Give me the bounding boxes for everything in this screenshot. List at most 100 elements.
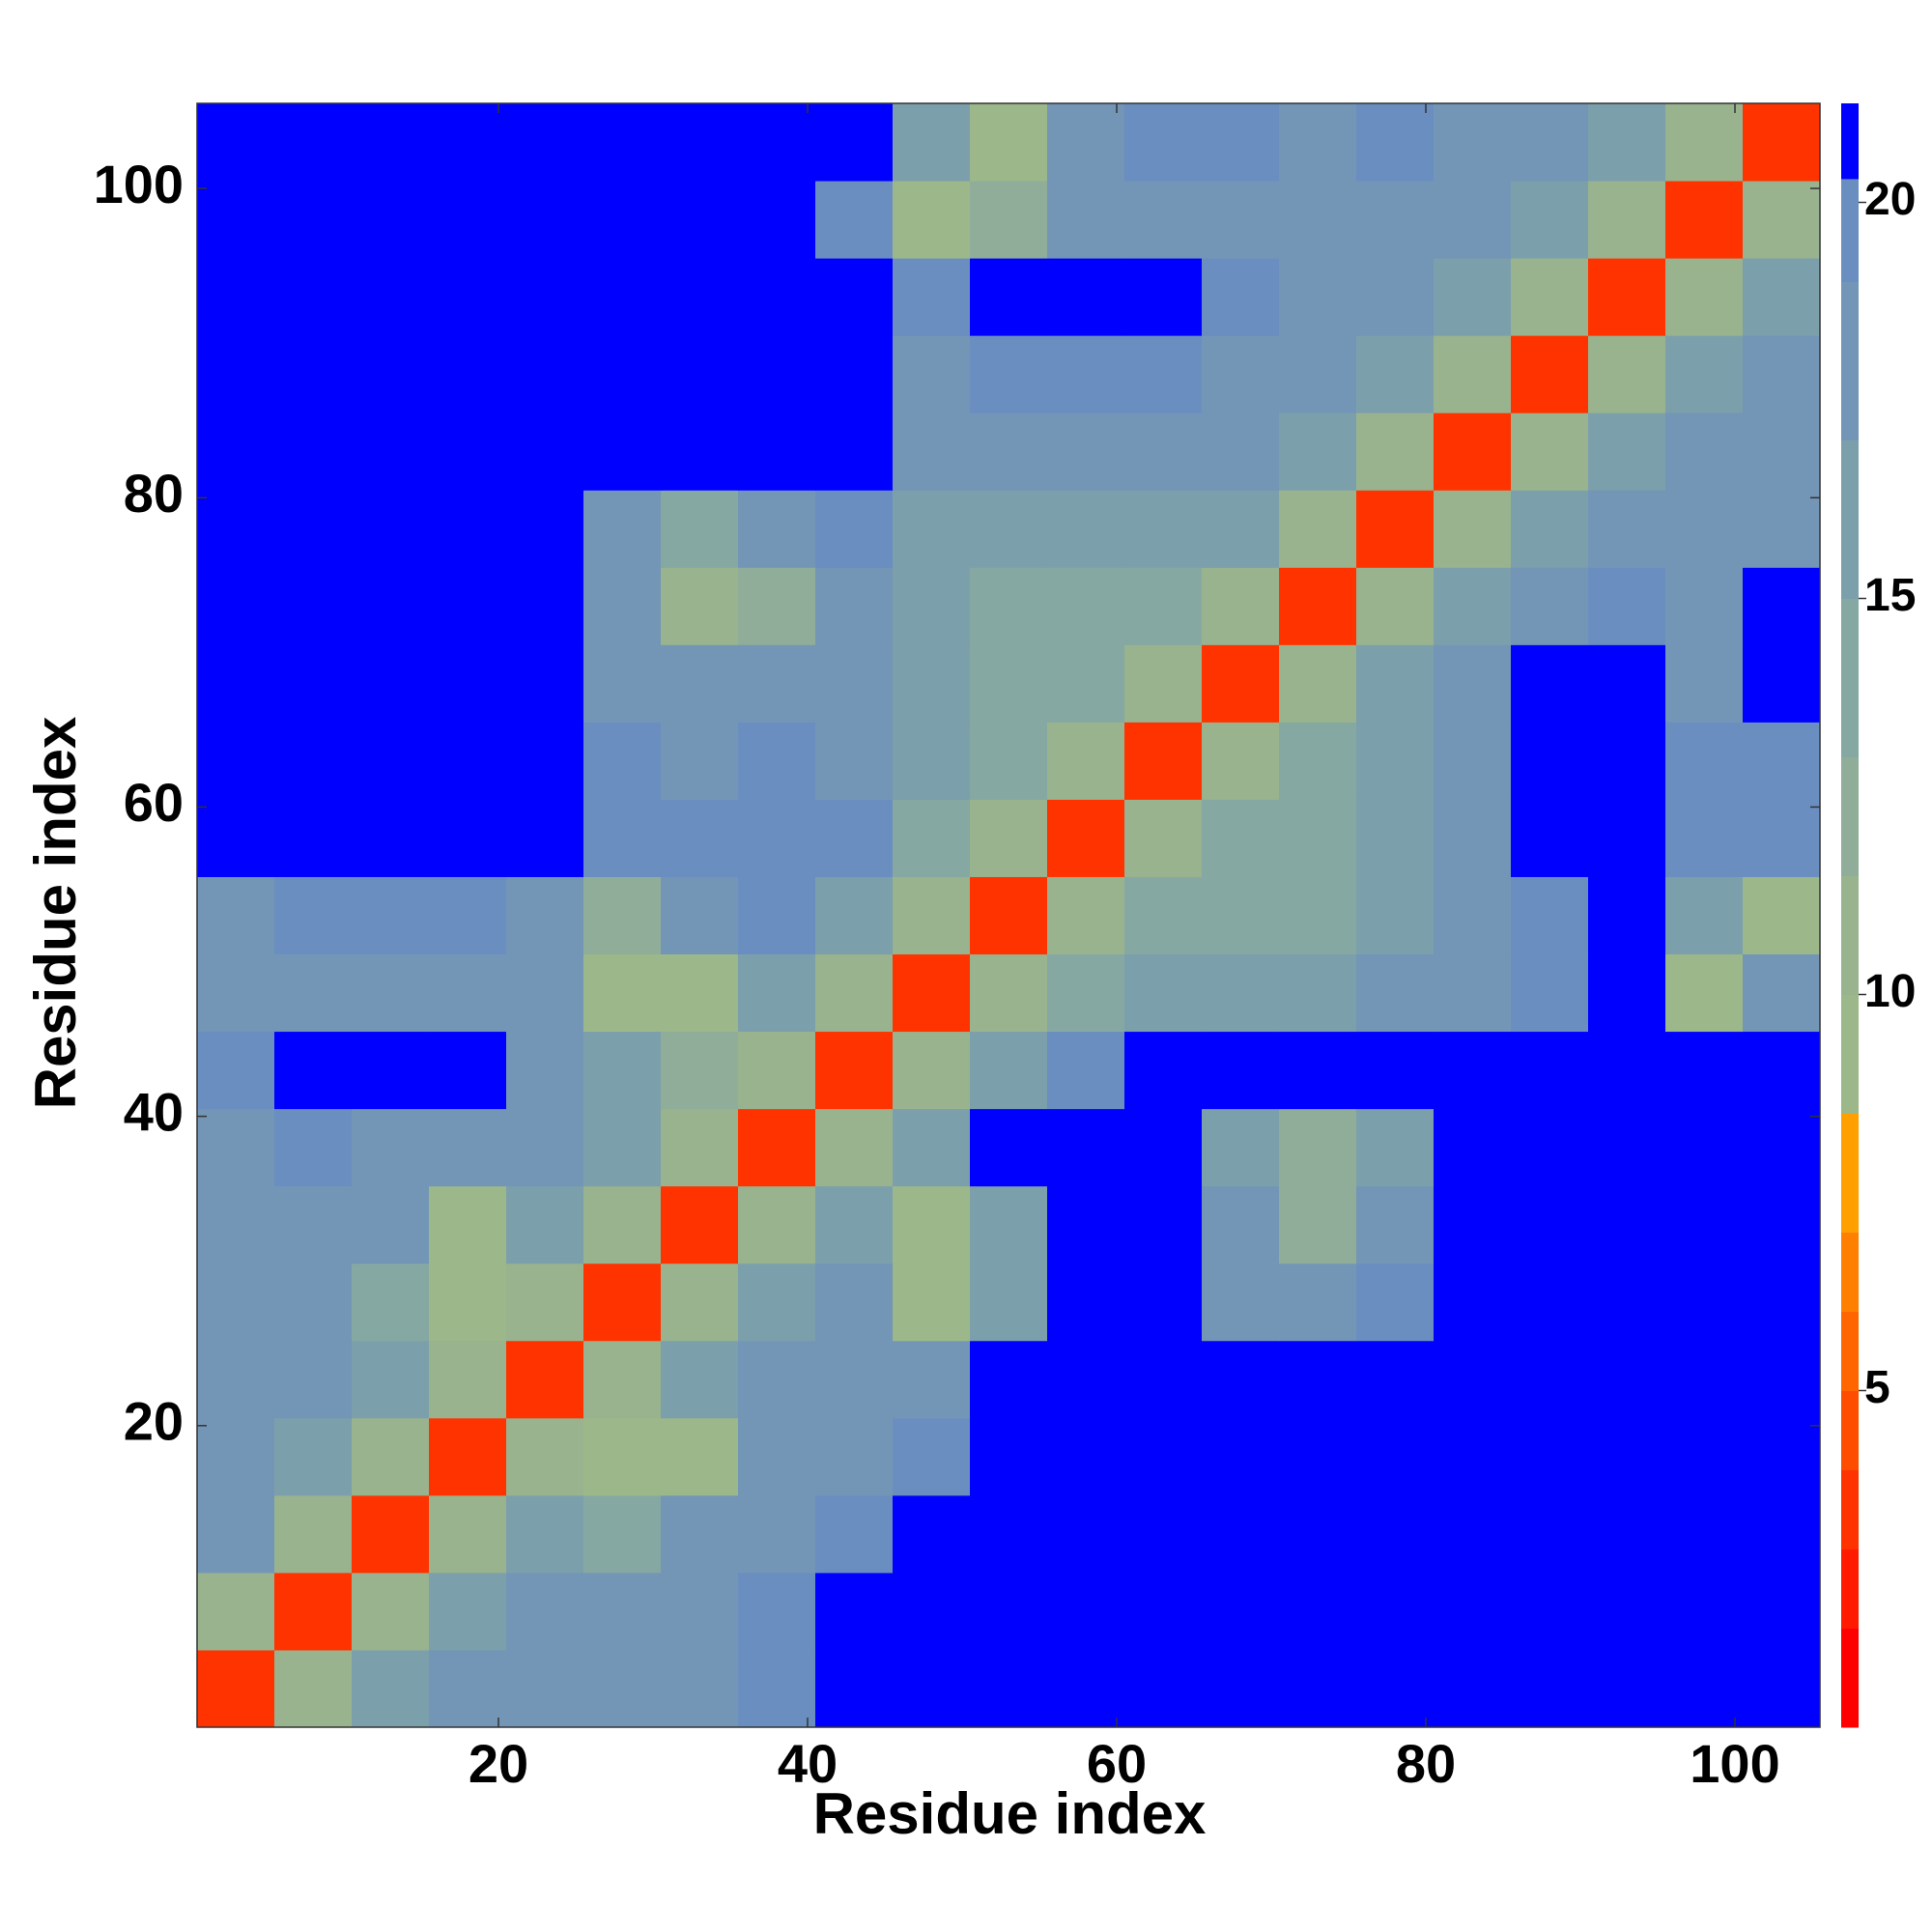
heatmap-cell — [661, 1108, 739, 1187]
heatmap-cell — [661, 644, 739, 723]
heatmap-cell — [893, 412, 971, 491]
heatmap-cell — [1279, 567, 1357, 645]
heatmap-cell — [1202, 876, 1280, 955]
heatmap-cell — [661, 181, 739, 259]
heatmap-cell — [893, 1185, 971, 1264]
colorbar-tick-label: 20 — [1864, 174, 1916, 225]
heatmap-cell — [1047, 1263, 1125, 1342]
heatmap-cell — [1279, 181, 1357, 259]
heatmap-cell — [506, 644, 584, 723]
heatmap-cell — [815, 567, 894, 645]
heatmap-cell — [274, 1494, 353, 1574]
heatmap-cell — [815, 1572, 894, 1651]
heatmap-cell — [583, 567, 662, 645]
heatmap-cell — [197, 644, 275, 723]
colorbar-segment — [1841, 756, 1859, 876]
heatmap-cell — [1511, 1185, 1589, 1264]
y-axis-label: Residue index — [23, 717, 88, 1110]
heatmap-cell — [1279, 1417, 1357, 1496]
heatmap-cell — [1588, 103, 1666, 182]
heatmap-cell — [893, 103, 971, 182]
heatmap-cell — [893, 258, 971, 336]
heatmap-cell — [583, 953, 662, 1033]
heatmap-cell — [1665, 1649, 1744, 1728]
heatmap-cell — [429, 1494, 507, 1574]
colorbar-segment — [1841, 1469, 1859, 1549]
heatmap-cell — [506, 1572, 584, 1651]
heatmap-cell — [1743, 722, 1821, 800]
colorbar-segment — [1841, 281, 1859, 440]
heatmap-cell — [661, 103, 739, 182]
heatmap-cell — [583, 258, 662, 336]
heatmap-cell — [1434, 644, 1512, 723]
heatmap-cell — [1356, 1572, 1435, 1651]
heatmap-cell — [197, 1649, 275, 1728]
heatmap-cell — [1665, 181, 1744, 259]
heatmap-cell — [429, 799, 507, 877]
colorbar-segment — [1841, 1548, 1859, 1629]
heatmap-cell — [1743, 1185, 1821, 1264]
heatmap-cell — [1356, 335, 1435, 413]
heatmap-cell — [1047, 722, 1125, 800]
heatmap-cell — [1279, 412, 1357, 491]
heatmap-cell — [970, 567, 1048, 645]
heatmap-cell — [738, 1572, 816, 1651]
heatmap-cell — [738, 799, 816, 877]
heatmap-cell — [1434, 876, 1512, 955]
heatmap-cell — [970, 876, 1048, 955]
heatmap-cell — [583, 1263, 662, 1342]
heatmap-cell — [738, 490, 816, 568]
heatmap-cell — [738, 953, 816, 1033]
heatmap-cell — [1743, 335, 1821, 413]
heatmap-cell — [583, 1649, 662, 1728]
heatmap-cell — [1511, 258, 1589, 336]
heatmap-cell — [1202, 1340, 1280, 1419]
heatmap-cell — [1202, 412, 1280, 491]
heatmap-cell — [506, 1340, 584, 1419]
heatmap-cell — [1202, 181, 1280, 259]
heatmap-cell — [197, 1340, 275, 1419]
heatmap-cell — [893, 1649, 971, 1728]
heatmap-cell — [1434, 1649, 1512, 1728]
heatmap-cell — [661, 1340, 739, 1419]
heatmap-cell — [1279, 1263, 1357, 1342]
heatmap-cell — [197, 1108, 275, 1187]
heatmap-cell — [1202, 258, 1280, 336]
heatmap-cell — [1588, 412, 1666, 491]
heatmap-cell — [1511, 876, 1589, 955]
colorbar-segment — [1841, 1311, 1859, 1391]
heatmap-cell — [583, 1108, 662, 1187]
heatmap-cell — [1356, 258, 1435, 336]
heatmap-cell — [429, 490, 507, 568]
heatmap-cell — [1743, 181, 1821, 259]
heatmap-cell — [197, 567, 275, 645]
heatmap-cell — [429, 335, 507, 413]
heatmap-cell — [893, 953, 971, 1033]
heatmap-cell — [1279, 953, 1357, 1033]
heatmap-cell — [197, 258, 275, 336]
heatmap-cell — [661, 412, 739, 491]
heatmap-cell — [1047, 412, 1125, 491]
heatmap-cell — [1124, 181, 1203, 259]
heatmap-cell — [1202, 490, 1280, 568]
heatmap-cell — [429, 1417, 507, 1496]
heatmap-cell — [1511, 335, 1589, 413]
heatmap-cell — [429, 722, 507, 800]
y-tick-label: 100 — [94, 154, 184, 214]
heatmap-cell — [1047, 335, 1125, 413]
heatmap-cell — [1743, 876, 1821, 955]
heatmap-cell — [429, 1108, 507, 1187]
heatmap-cell — [738, 103, 816, 182]
heatmap-cell — [583, 1572, 662, 1651]
heatmap-cell — [661, 1572, 739, 1651]
heatmap-cell — [274, 722, 353, 800]
heatmap-cell — [1743, 1572, 1821, 1651]
heatmap-cell — [1434, 412, 1512, 491]
heatmap-cell — [1279, 1031, 1357, 1110]
heatmap-cell — [893, 1494, 971, 1574]
heatmap-cell — [506, 1494, 584, 1574]
heatmap-cell — [352, 644, 430, 723]
heatmap-cell — [970, 644, 1048, 723]
heatmap-cell — [1588, 1417, 1666, 1496]
heatmap-cell — [506, 412, 584, 491]
